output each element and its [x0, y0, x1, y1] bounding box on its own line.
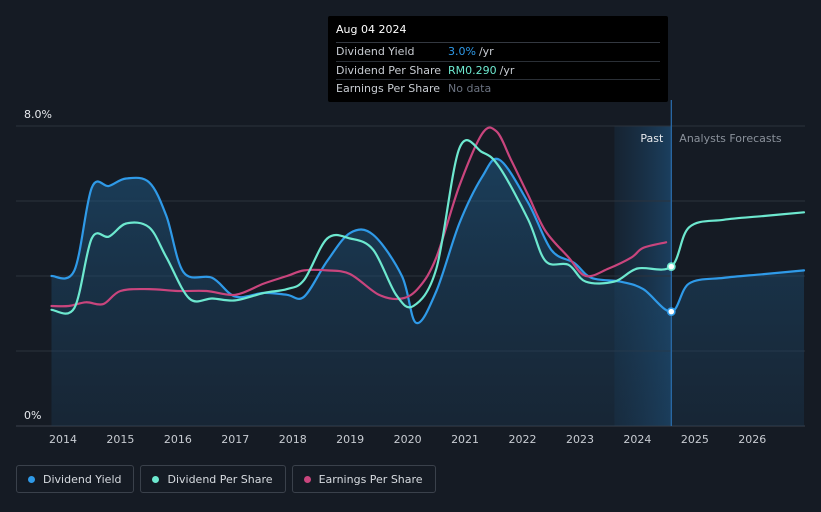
y-tick-label: 0% — [24, 409, 41, 422]
x-tick-label: 2015 — [106, 433, 134, 446]
chart-tooltip: Aug 04 2024 Dividend Yield 3.0% /yr Divi… — [328, 16, 668, 102]
x-tick-label: 2020 — [394, 433, 422, 446]
legend-dot-icon — [152, 475, 160, 483]
x-tick-label: 2018 — [279, 433, 307, 446]
legend-dividend-yield[interactable]: Dividend Yield — [16, 465, 135, 493]
tooltip-label: Dividend Yield — [336, 45, 415, 58]
x-tick-label: 2024 — [623, 433, 651, 446]
tooltip-row-dividend-yield: Dividend Yield 3.0% /yr — [336, 43, 660, 62]
tooltip-value: RM0.290 — [448, 63, 497, 77]
dividend-per-share-line — [50, 139, 806, 315]
x-tick-label: 2021 — [451, 433, 479, 446]
y-tick-label: 8.0% — [24, 108, 52, 121]
legend-dot-icon — [303, 475, 311, 483]
tooltip-value: No data — [448, 82, 492, 95]
dividend-yield-area — [51, 158, 804, 426]
x-tick-label: 2016 — [164, 433, 192, 446]
x-tick-label: 2017 — [221, 433, 249, 446]
x-tick-label: 2022 — [509, 433, 537, 446]
past-label: Past — [640, 132, 664, 145]
tooltip-label: Dividend Per Share — [336, 63, 442, 77]
legend-earnings-per-share[interactable]: Earnings Per Share — [291, 465, 436, 493]
legend-label: Earnings Per Share — [318, 472, 423, 486]
x-tick-label: 2019 — [336, 433, 364, 446]
tooltip-unit: /yr — [478, 45, 494, 58]
dividend-per-share-marker — [666, 262, 676, 272]
x-tick-label: 2026 — [738, 433, 766, 446]
tooltip-row-earnings-per-share: Earnings Per Share No data — [336, 80, 660, 98]
x-tick-label: 2025 — [681, 433, 709, 446]
dividend-yield-marker — [666, 307, 676, 317]
legend-dot-icon — [28, 475, 35, 483]
tooltip-label: Earnings Per Share — [336, 82, 441, 95]
tooltip-date: Aug 04 2024 — [336, 16, 660, 43]
tooltip-row-dividend-per-share: Dividend Per Share RM0.290 /yr — [336, 62, 660, 80]
earnings-per-share-line — [50, 126, 668, 308]
legend-label: Dividend Per Share — [167, 472, 273, 486]
x-tick-label: 2014 — [49, 433, 77, 446]
legend-label: Dividend Yield — [43, 472, 122, 486]
legend-dividend-per-share[interactable]: Dividend Per Share — [140, 465, 286, 493]
x-tick-label: 2023 — [566, 433, 594, 446]
dividend-yield-line — [50, 157, 806, 325]
tooltip-unit: /yr — [499, 63, 515, 77]
forecast-label: Analysts Forecasts — [679, 132, 782, 145]
tooltip-value: 3.0% — [448, 45, 476, 58]
chart-legend: Dividend Yield Dividend Per Share Earnin… — [16, 465, 436, 493]
